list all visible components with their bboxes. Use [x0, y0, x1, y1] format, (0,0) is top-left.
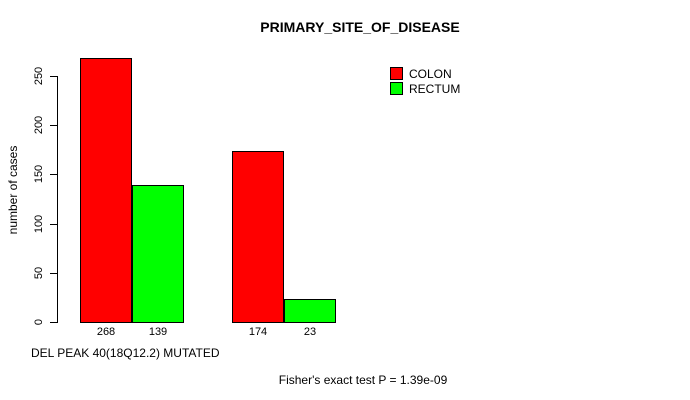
y-axis-tick [50, 76, 57, 77]
y-axis-tick [50, 322, 57, 323]
y-axis-line [57, 76, 58, 323]
fisher-test-annotation: Fisher's exact test P = 1.39e-09 [278, 373, 448, 387]
y-axis-tick [50, 223, 57, 225]
bar-value-label: 174 [248, 326, 268, 338]
bar-value-label: 23 [303, 326, 317, 338]
bar-colon-group2 [232, 151, 284, 323]
bar-colon-group1 [80, 58, 132, 323]
y-axis-label: number of cases [6, 145, 20, 235]
chart-title: PRIMARY_SITE_OF_DISEASE [260, 19, 460, 35]
y-axis-tick-label: 250 [33, 66, 45, 86]
y-axis-tick [50, 174, 57, 176]
bar-value-label: 139 [148, 326, 168, 338]
legend-label: RECTUM [409, 82, 461, 96]
legend-label: COLON [409, 67, 452, 81]
y-axis-tick [50, 125, 57, 127]
bar-rectum-group1 [132, 185, 184, 323]
x-axis-label: DEL PEAK 40(18Q12.2) MUTATED [31, 346, 220, 360]
y-axis-tick [50, 272, 57, 274]
y-axis-tick-label: 0 [33, 318, 45, 326]
legend-swatch-rectum [390, 82, 403, 95]
y-axis-tick-label: 100 [33, 214, 45, 233]
bar-value-label: 268 [96, 326, 116, 338]
y-axis-tick-label: 150 [33, 165, 45, 184]
legend-swatch-colon [390, 67, 403, 80]
bar-rectum-group2 [284, 299, 336, 323]
y-axis-tick-label: 50 [33, 266, 45, 279]
y-axis-tick-label: 200 [33, 116, 45, 135]
